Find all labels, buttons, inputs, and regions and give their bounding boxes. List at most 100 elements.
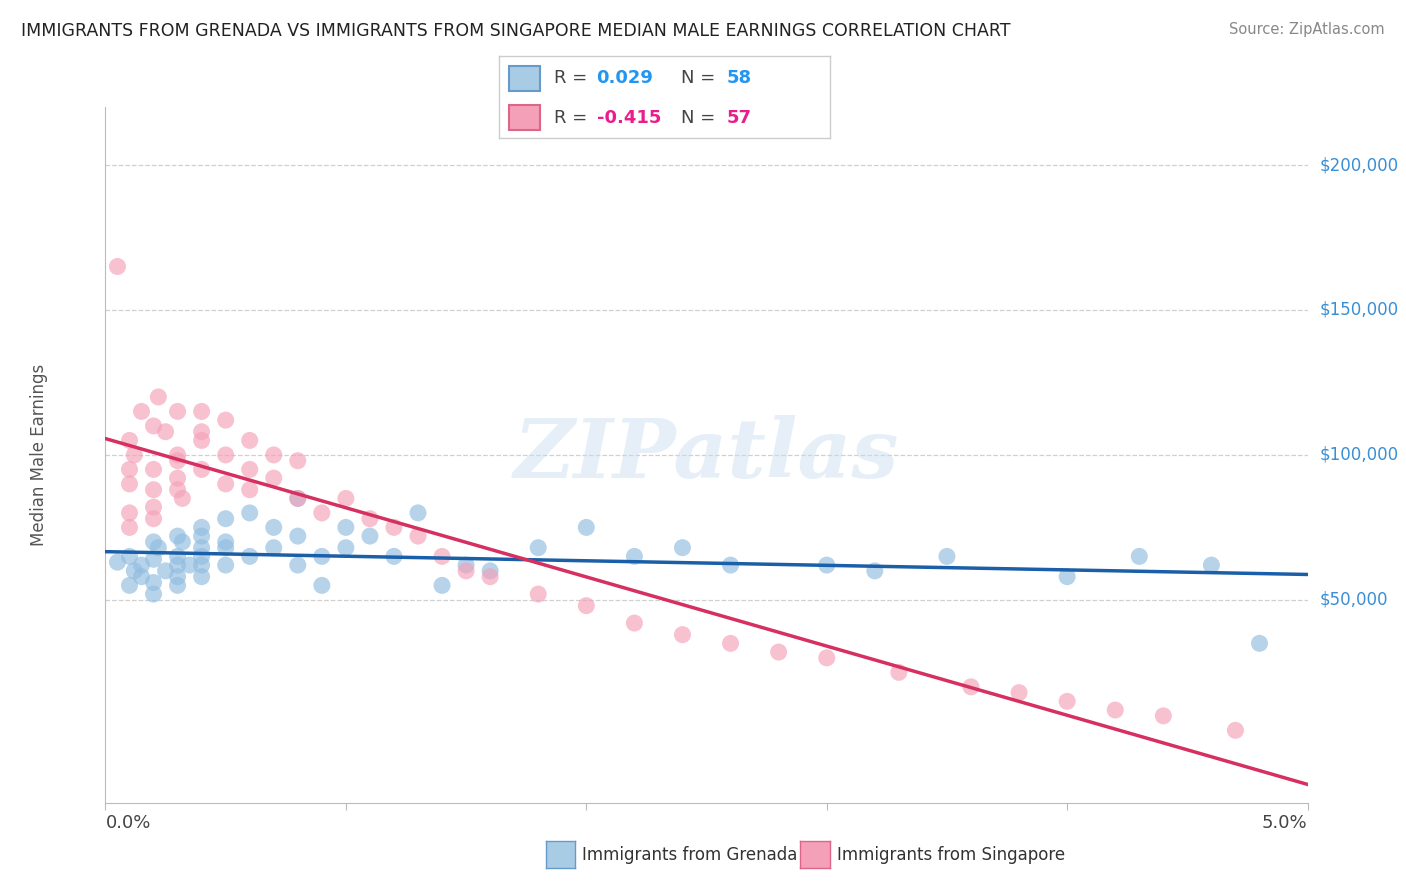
Point: [454, 558, 477, 573]
Point: [1008, 685, 1031, 699]
Point: [720, 636, 742, 650]
Point: [179, 558, 201, 573]
Point: [172, 491, 194, 506]
Text: $150,000: $150,000: [1320, 301, 1399, 319]
Point: [311, 549, 333, 564]
Point: [214, 541, 236, 555]
Text: N =: N =: [681, 109, 721, 127]
Point: [575, 599, 598, 613]
Point: [887, 665, 910, 680]
Point: [1056, 694, 1078, 708]
Point: [214, 476, 236, 491]
Point: [142, 511, 165, 525]
Point: [454, 564, 477, 578]
Point: [142, 462, 165, 476]
Point: [118, 434, 141, 448]
Point: [815, 651, 838, 665]
Point: [311, 578, 333, 592]
Point: [190, 541, 212, 555]
Point: [190, 558, 212, 573]
Text: ZIPatlas: ZIPatlas: [513, 415, 900, 495]
Point: [479, 570, 502, 584]
Point: [1201, 558, 1223, 573]
Point: [239, 506, 262, 520]
Point: [863, 564, 886, 578]
Point: [166, 549, 188, 564]
Point: [239, 462, 262, 476]
Text: $200,000: $200,000: [1320, 156, 1399, 174]
Text: N =: N =: [681, 70, 721, 87]
Point: [671, 628, 693, 642]
Point: [406, 506, 429, 520]
FancyBboxPatch shape: [509, 105, 540, 130]
Text: 57: 57: [727, 109, 752, 127]
Point: [142, 500, 165, 514]
Point: [382, 520, 405, 534]
Point: [118, 520, 141, 534]
Point: [166, 529, 188, 543]
Point: [287, 491, 309, 506]
Point: [1249, 636, 1271, 650]
Point: [118, 476, 141, 491]
Point: [190, 529, 212, 543]
Point: [155, 425, 177, 439]
Point: [263, 541, 285, 555]
Point: [623, 615, 645, 630]
Point: [382, 549, 405, 564]
Point: [359, 511, 381, 525]
Text: Source: ZipAtlas.com: Source: ZipAtlas.com: [1229, 22, 1385, 37]
Point: [287, 558, 309, 573]
Text: 5.0%: 5.0%: [1263, 814, 1308, 832]
Point: [142, 534, 165, 549]
Point: [124, 448, 146, 462]
Point: [430, 578, 453, 592]
Text: 0.0%: 0.0%: [105, 814, 150, 832]
Point: [1128, 549, 1150, 564]
Point: [166, 448, 188, 462]
Point: [190, 462, 212, 476]
Point: [960, 680, 983, 694]
Point: [166, 483, 188, 497]
Point: [239, 434, 262, 448]
Point: [142, 552, 165, 566]
Point: [671, 541, 693, 555]
Text: Immigrants from Grenada: Immigrants from Grenada: [582, 846, 797, 863]
Point: [214, 511, 236, 525]
Point: [190, 404, 212, 418]
Point: [190, 425, 212, 439]
Point: [287, 453, 309, 467]
Point: [623, 549, 645, 564]
Point: [142, 587, 165, 601]
Point: [131, 404, 153, 418]
Point: [172, 534, 194, 549]
Point: [720, 558, 742, 573]
Point: [527, 541, 550, 555]
FancyBboxPatch shape: [509, 66, 540, 91]
Text: 58: 58: [727, 70, 752, 87]
Point: [815, 558, 838, 573]
Point: [335, 520, 357, 534]
Point: [406, 529, 429, 543]
Point: [214, 448, 236, 462]
Text: Immigrants from Singapore: Immigrants from Singapore: [837, 846, 1064, 863]
Point: [768, 645, 790, 659]
Point: [190, 549, 212, 564]
Point: [239, 549, 262, 564]
Point: [142, 483, 165, 497]
Text: IMMIGRANTS FROM GRENADA VS IMMIGRANTS FROM SINGAPORE MEDIAN MALE EARNINGS CORREL: IMMIGRANTS FROM GRENADA VS IMMIGRANTS FR…: [21, 22, 1011, 40]
Point: [190, 520, 212, 534]
Point: [148, 390, 170, 404]
Point: [430, 549, 453, 564]
Point: [335, 491, 357, 506]
Point: [311, 506, 333, 520]
Point: [287, 529, 309, 543]
Point: [166, 578, 188, 592]
Point: [107, 555, 129, 569]
Point: [214, 413, 236, 427]
Point: [148, 541, 170, 555]
Point: [190, 570, 212, 584]
Point: [287, 491, 309, 506]
Point: [131, 570, 153, 584]
Text: $50,000: $50,000: [1320, 591, 1388, 609]
Text: R =: R =: [554, 70, 593, 87]
